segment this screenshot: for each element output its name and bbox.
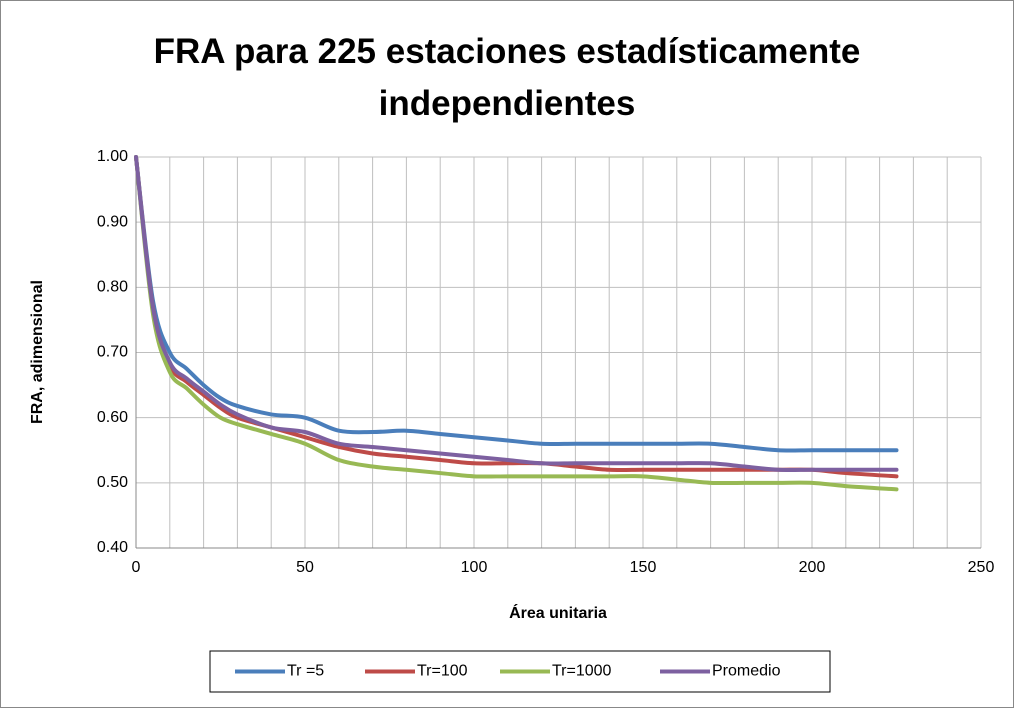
legend-label: Tr=1000	[552, 663, 612, 680]
series-line	[134, 155, 899, 473]
legend-label: Promedio	[712, 663, 781, 680]
y-tick-label: 0.90	[97, 213, 128, 230]
chart-title: FRA para 225 estaciones estadísticamente…	[153, 32, 861, 123]
y-tick-label: 0.80	[97, 279, 128, 296]
series-line	[134, 155, 899, 492]
y-tick-label: 0.70	[97, 344, 128, 361]
x-tick-label: 100	[461, 559, 488, 576]
y-tick-label: 0.60	[97, 409, 128, 426]
y-tick-label: 0.40	[97, 539, 128, 556]
y-tick-label: 0.50	[97, 474, 128, 491]
x-tick-label: 0	[132, 559, 141, 576]
x-axis-label: Área unitaria	[509, 603, 607, 622]
legend-label: Tr =5	[287, 663, 324, 680]
x-tick-label: 150	[630, 559, 657, 576]
x-tick-label: 200	[799, 559, 826, 576]
y-axis-label: FRA, adimensional	[29, 280, 46, 424]
x-tick-label: 250	[968, 559, 995, 576]
series-line	[134, 155, 899, 479]
y-tick-label: 1.00	[97, 148, 128, 165]
series-line	[134, 155, 899, 453]
legend-label: Tr=100	[417, 663, 468, 680]
x-tick-label: 50	[296, 559, 314, 576]
